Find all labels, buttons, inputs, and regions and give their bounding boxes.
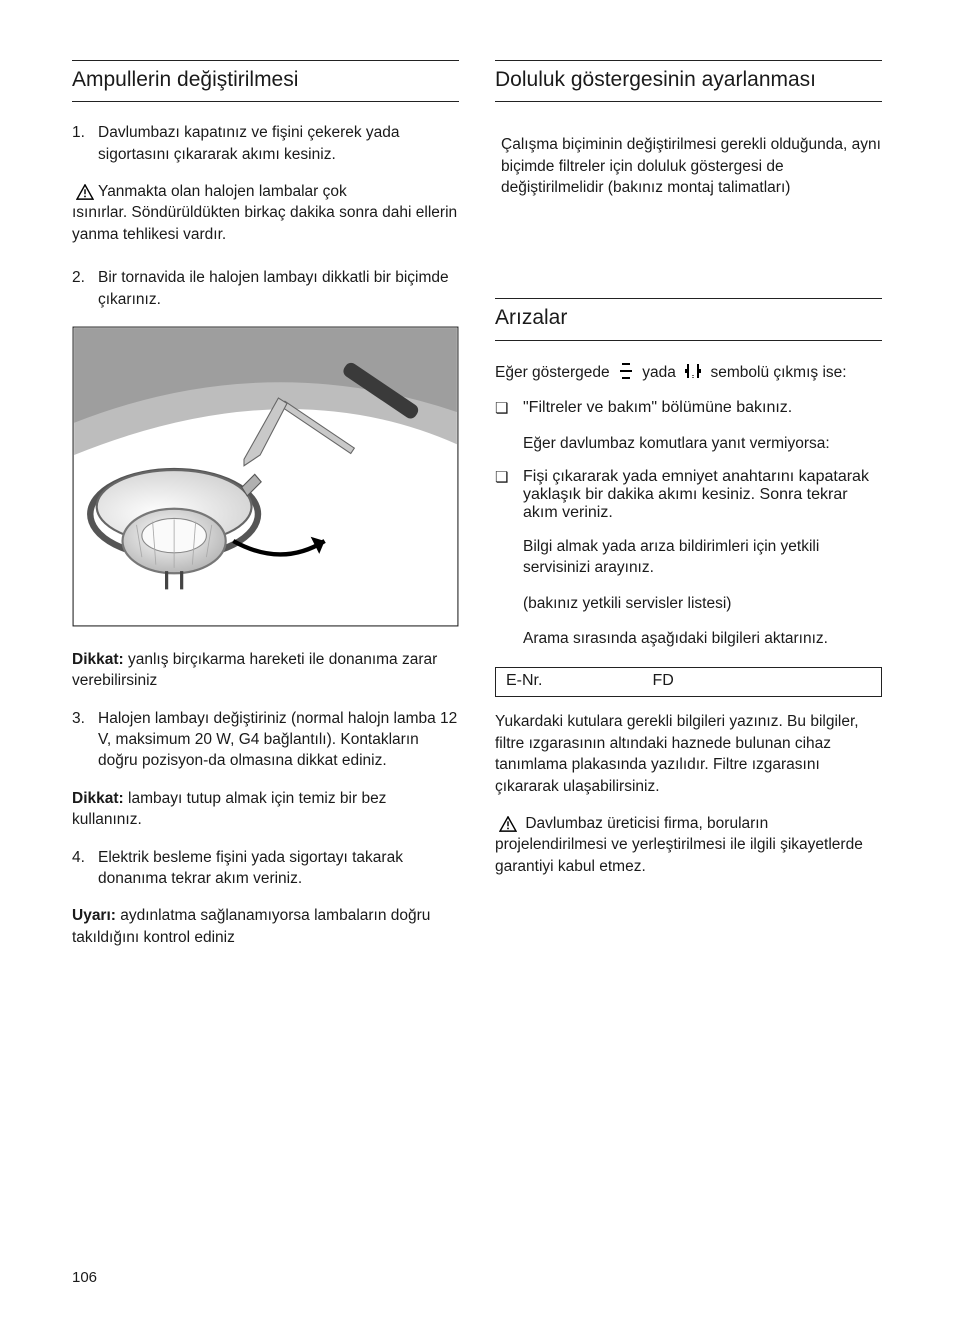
warning-block-2: Davlumbaz üreticisi firma, boruların pro…: [495, 813, 882, 877]
left-column: Ampullerin değiştirilmesi 1. Davlumbazı …: [72, 60, 459, 964]
step-text: Bir tornavida ile halojen lambayı dikkat…: [98, 267, 459, 310]
step-text: Davlumbazı kapatınız ve fişini çekerek y…: [98, 122, 459, 165]
check-item-2: ❏ Fişi çıkararak yada emniyet anahtarını…: [495, 468, 882, 522]
info-plate-text: Yukardaki kutulara gerekli bilgileri yaz…: [495, 711, 882, 797]
warning-text-cont: projelendirilmesi ve yerleştirilmesi ile…: [495, 834, 882, 877]
page-number: 106: [72, 1269, 97, 1286]
doluluk-text: Çalışma biçiminin değiştirilmesi gerekli…: [495, 134, 882, 198]
fd-label: FD: [652, 672, 673, 690]
steps-list-2: 2. Bir tornavida ile halojen lambayı dik…: [72, 267, 459, 310]
steps-list-4: 4. Elektrik besleme fişini yada sigortay…: [72, 847, 459, 890]
check-sub: Bilgi almak yada arıza bildirimleri için…: [495, 536, 882, 579]
uyari: Uyarı: aydınlatma sağlanamıyorsa lambala…: [72, 905, 459, 948]
warning-icon: [499, 816, 517, 832]
check-item-1: ❏ "Filtreler ve bakım" bölümüne bakınız.: [495, 399, 882, 419]
check-text: Fişi çıkararak yada emniyet anahtarını k…: [523, 468, 882, 522]
enr-label: E-Nr.: [506, 672, 542, 690]
heading-arizalar: Arızalar: [495, 298, 882, 340]
filter-symbol-1-icon: [618, 361, 634, 381]
dikkat-1: Dikkat: yanlış birçıkarma hareketi ile d…: [72, 649, 459, 692]
step-text: Elektrik besleme fişini yada sigortayı t…: [98, 847, 459, 890]
steps-list: 1. Davlumbazı kapatınız ve fişini çekere…: [72, 122, 459, 165]
step-number: 4.: [72, 847, 98, 890]
symbol-line: Eğer göstergede yada sembolü çıkmış ise:: [495, 361, 882, 383]
check-text: "Filtreler ve bakım" bölümüne bakınız.: [523, 399, 882, 419]
lamp-removal-figure: [72, 326, 459, 627]
step-number: 1.: [72, 122, 98, 165]
step-text: Halojen lambayı değiştiriniz (normal hal…: [98, 708, 459, 772]
dikkat-2: Dikkat: lambayı tutup almak için temiz b…: [72, 788, 459, 831]
step-number: 3.: [72, 708, 98, 772]
step-number: 2.: [72, 267, 98, 310]
bullet-icon: ❏: [495, 468, 523, 522]
check-sub: (bakınız yetkili servisler listesi): [495, 593, 882, 614]
right-column: Doluluk göstergesinin ayarlanması Çalışm…: [495, 60, 882, 964]
enr-fd-box: E-Nr. FD: [495, 667, 882, 697]
heading-doluluk: Doluluk göstergesinin ayarlanması: [495, 60, 882, 102]
filter-symbol-2-icon: [684, 361, 702, 381]
warning-text: Davlumbaz üreticisi firma, boruların: [495, 813, 882, 834]
warning-block-1: Yanmakta olan halojen lambalar çok ısını…: [72, 181, 459, 245]
warning-icon: [76, 184, 94, 200]
heading-ampul: Ampullerin değiştirilmesi: [72, 60, 459, 102]
check-sub: Eğer davlumbaz komutlara yanıt vermiyors…: [495, 433, 882, 454]
warning-text-cont: ısınırlar. Söndürüldükten birkaç dakika …: [72, 202, 459, 245]
check-sub: Arama sırasında aşağıdaki bilgileri akta…: [495, 628, 882, 649]
steps-list-3: 3. Halojen lambayı değiştiriniz (normal …: [72, 708, 459, 772]
bullet-icon: ❏: [495, 399, 523, 419]
warning-text: Yanmakta olan halojen lambalar çok: [72, 181, 459, 202]
